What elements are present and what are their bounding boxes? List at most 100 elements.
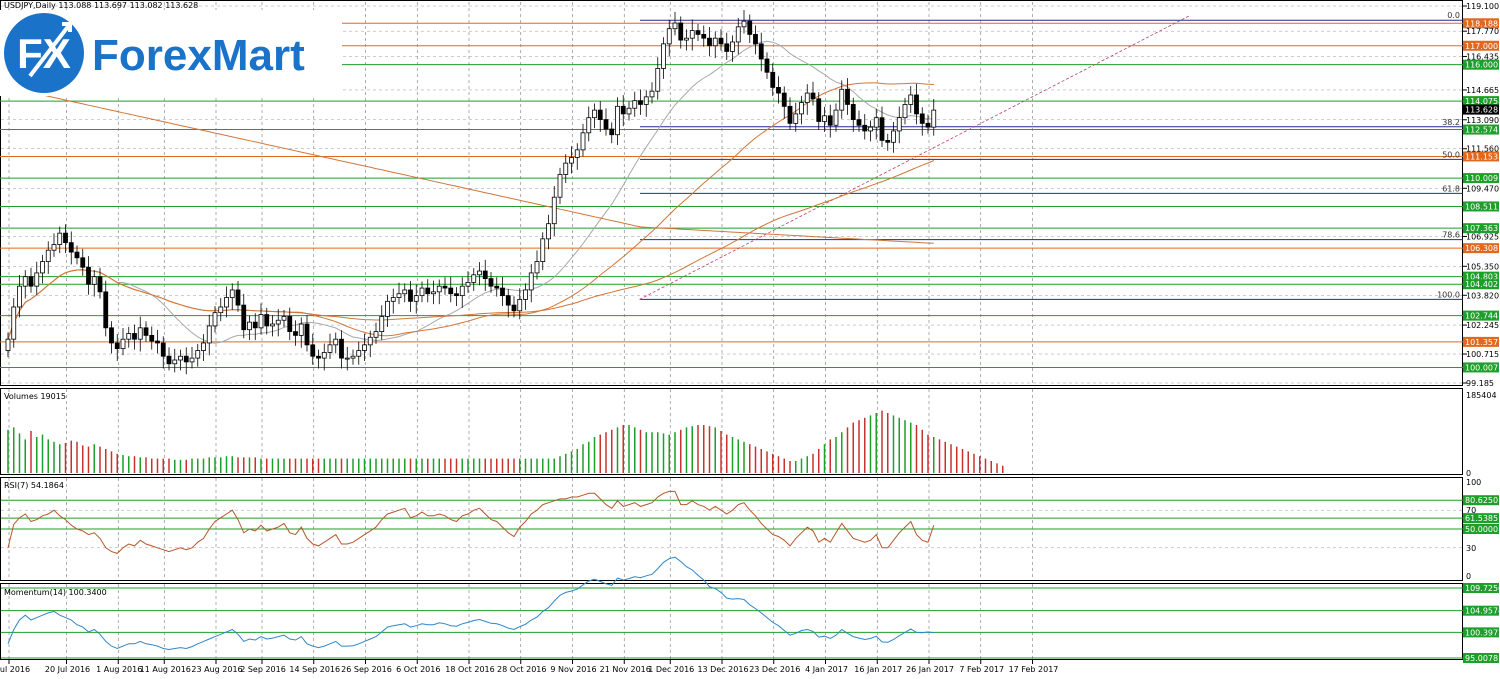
candle-body — [879, 117, 885, 141]
price-tick-label: 102.245 — [1466, 321, 1499, 330]
momentum-level-label: 100.3972 — [1465, 628, 1500, 637]
rsi-line-group — [1, 490, 1463, 554]
rsi-level-label: 50.0000 — [1465, 525, 1498, 534]
candle-body — [247, 321, 252, 331]
candle-body — [344, 357, 350, 360]
candle-body — [925, 122, 931, 128]
candle-body — [465, 281, 471, 287]
level-box — [1463, 336, 1499, 347]
candle-body — [822, 115, 827, 122]
candle-body — [109, 327, 114, 344]
candle-body — [321, 352, 327, 359]
volumes-panel[interactable] — [0, 388, 1463, 475]
candle-body — [517, 299, 523, 312]
candle-body — [218, 306, 224, 314]
date-label: 13 Dec 2016 — [697, 665, 748, 674]
candle-body — [873, 117, 879, 128]
level-box-label: 100.007 — [1465, 363, 1498, 372]
candle-body — [258, 314, 264, 329]
candle-body — [586, 117, 592, 134]
candle-body — [833, 109, 839, 126]
level-box-label: 110.009 — [1465, 174, 1498, 183]
price-tick-label: 114.665 — [1466, 86, 1499, 95]
candle-body — [724, 43, 730, 52]
candle-body — [224, 297, 229, 308]
candle-body — [454, 293, 459, 297]
candle-body — [91, 276, 97, 285]
momentum-panel[interactable] — [0, 583, 1463, 660]
candle-body — [241, 304, 247, 331]
candle-body — [776, 87, 781, 94]
level-box-label: 114.075 — [1465, 97, 1498, 106]
rsi-level-box — [1463, 524, 1499, 534]
candle-body — [597, 109, 603, 120]
candle-body — [264, 314, 270, 327]
candle-body — [155, 340, 160, 344]
rsi-header: RSI(7) 54.1864 — [4, 481, 64, 490]
candle-body — [316, 355, 321, 359]
date-label: 23 Dec 2016 — [749, 665, 800, 674]
date-label: 26 Sep 2016 — [341, 665, 392, 674]
candle-body — [379, 316, 385, 333]
candle-body — [770, 71, 776, 88]
candle-body — [764, 58, 770, 73]
logo-arrow-icon — [28, 22, 75, 78]
price-tick-label: 117.770 — [1466, 27, 1499, 36]
candle-body — [839, 88, 845, 111]
candle-body — [103, 291, 109, 329]
level-box-label: 106.308 — [1465, 244, 1498, 253]
candle-body — [799, 102, 804, 115]
candle-body — [413, 295, 419, 302]
candle-body — [557, 174, 563, 198]
candle-body — [816, 98, 822, 122]
candle-body — [367, 336, 373, 346]
candle-body — [425, 287, 431, 295]
candle-body — [856, 119, 862, 126]
candle-body — [385, 300, 390, 317]
candle-body — [396, 293, 402, 298]
candle-body — [781, 92, 787, 107]
candle-body — [275, 319, 281, 325]
date-label: 16 Jan 2017 — [854, 665, 902, 674]
candle-body — [229, 289, 235, 298]
candle-body — [534, 261, 540, 274]
candle-body — [908, 94, 914, 105]
candle-body — [34, 272, 40, 287]
candle-body — [166, 355, 172, 365]
candlesticks — [5, 9, 937, 375]
candle-body — [563, 162, 569, 175]
level-box — [1463, 59, 1499, 70]
rsi-tick-label: 70 — [1466, 506, 1476, 515]
moving-average-line — [7, 160, 934, 340]
date-label: 8 Jul 2016 — [0, 665, 30, 674]
level-box-label: 112.574 — [1465, 126, 1498, 135]
candle-body — [143, 327, 149, 336]
candle-body — [902, 104, 908, 119]
level-box — [1463, 201, 1499, 212]
candle-body — [459, 285, 465, 297]
level-box — [1463, 243, 1499, 254]
candle-body — [488, 278, 494, 287]
volume-bars — [7, 410, 1004, 473]
candle-body — [22, 276, 28, 287]
candle-body — [40, 261, 45, 274]
candle-body — [891, 130, 896, 143]
date-label: 28 Oct 2016 — [497, 665, 546, 674]
candle-body — [482, 270, 488, 279]
candle-body — [804, 92, 810, 103]
date-label: 2 Sep 2016 — [240, 665, 286, 674]
rsi-level-box — [1463, 495, 1499, 506]
candle-body — [896, 117, 902, 132]
candle-body — [603, 119, 609, 130]
candle-body — [850, 104, 856, 120]
candle-body — [172, 359, 178, 365]
fib-label: 50.0 — [1442, 150, 1460, 159]
level-box — [1463, 223, 1499, 234]
candle-body — [419, 287, 425, 297]
candle-body — [885, 140, 891, 143]
candle-body — [86, 266, 91, 285]
candle-body — [195, 350, 201, 359]
candle-body — [74, 251, 80, 259]
level-box-label: 117.000 — [1465, 42, 1498, 51]
volumes-header: Volumes 19015 — [4, 392, 66, 401]
